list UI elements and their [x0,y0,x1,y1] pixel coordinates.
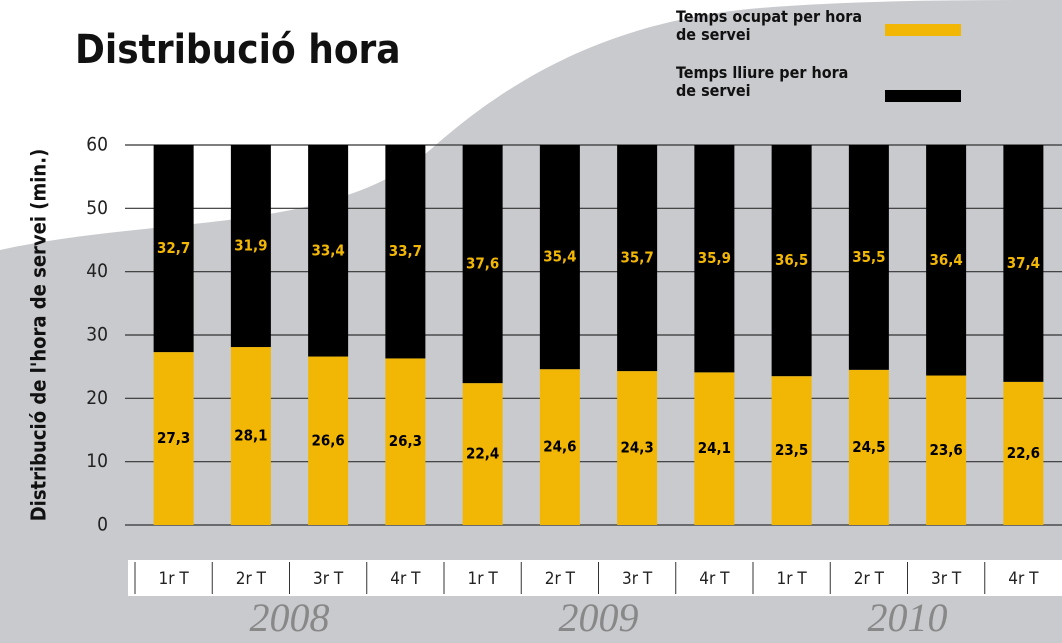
bar-segment [153,352,194,525]
x-tick-label: 4r T [390,569,421,589]
group-label: 2008 [250,595,330,640]
value-label: 37,4 [1007,254,1040,272]
bar-segment [617,371,658,525]
y-tick-label: 0 [97,514,108,536]
bar-segment [539,369,580,525]
x-tick-label: 1r T [159,569,190,589]
value-label: 35,7 [620,249,653,267]
legend-label: Temps lliure per hora de servei [676,63,849,100]
x-tick-label: 4r T [1008,569,1039,589]
value-label: 32,7 [157,239,190,257]
value-label: 23,6 [929,441,962,459]
bar-segment [926,145,967,376]
x-tick-label: 2r T [545,569,576,589]
legend-label: Temps ocupat per hora de servei [676,7,863,44]
value-label: 35,4 [543,248,576,266]
bar-segment [462,383,503,525]
value-label: 36,4 [929,251,962,269]
bar-segment [848,145,889,370]
value-label: 37,6 [466,255,499,273]
bar-segment [848,369,889,525]
bar-segment [385,358,426,525]
group-label: 2010 [868,595,948,640]
y-tick-label: 20 [86,387,108,409]
value-label: 24,1 [698,439,731,457]
value-label: 22,4 [466,445,499,463]
value-label: 31,9 [234,237,267,255]
bar-segment [771,376,812,525]
x-tick-label: 1r T [777,569,808,589]
value-label: 24,3 [620,439,653,457]
group-label: 2009 [559,595,639,640]
x-tick-label: 3r T [313,569,344,589]
value-label: 24,6 [543,438,576,456]
bar-segment [926,375,967,525]
x-tick-label: 3r T [622,569,653,589]
legend-swatch [885,24,961,36]
x-tick-label: 2r T [854,569,885,589]
value-label: 24,5 [852,438,885,456]
bar-segment [308,145,349,357]
value-label: 26,3 [389,432,422,450]
bar-segment [771,145,812,377]
value-label: 36,5 [775,251,808,269]
bar-segment [462,145,503,384]
bar-segment [308,356,349,525]
x-tick-label: 4r T [699,569,730,589]
bar-segment [385,145,426,359]
x-tick-label: 3r T [931,569,962,589]
x-axis-band [128,560,1062,596]
value-label: 33,4 [311,241,344,259]
bar-segment [617,145,658,372]
value-label: 35,9 [698,249,731,267]
bar-segment [694,372,735,525]
bar-segment [539,145,580,370]
y-tick-label: 60 [86,134,108,156]
bar-segment [1003,145,1044,382]
y-tick-label: 50 [86,197,108,219]
value-label: 26,6 [311,431,344,449]
value-label: 35,5 [852,248,885,266]
x-tick-label: 1r T [468,569,499,589]
value-label: 33,7 [389,242,422,260]
value-label: 22,6 [1007,444,1040,462]
y-axis-label: Distribució de l'hora de servei (min.) [27,149,51,522]
x-tick-label: 2r T [236,569,267,589]
y-tick-label: 10 [86,450,108,472]
value-label: 28,1 [234,427,267,445]
bar-segment [694,145,735,373]
chart-title: Distribució hora [75,27,401,73]
bar-segment [230,145,271,348]
legend-swatch [885,90,961,102]
y-tick-label: 30 [86,324,108,346]
value-label: 23,5 [775,441,808,459]
bar-segment [230,347,271,525]
value-label: 27,3 [157,429,190,447]
bar-segment [153,145,194,353]
y-tick-label: 40 [86,260,108,282]
bar-segment [1003,381,1044,525]
